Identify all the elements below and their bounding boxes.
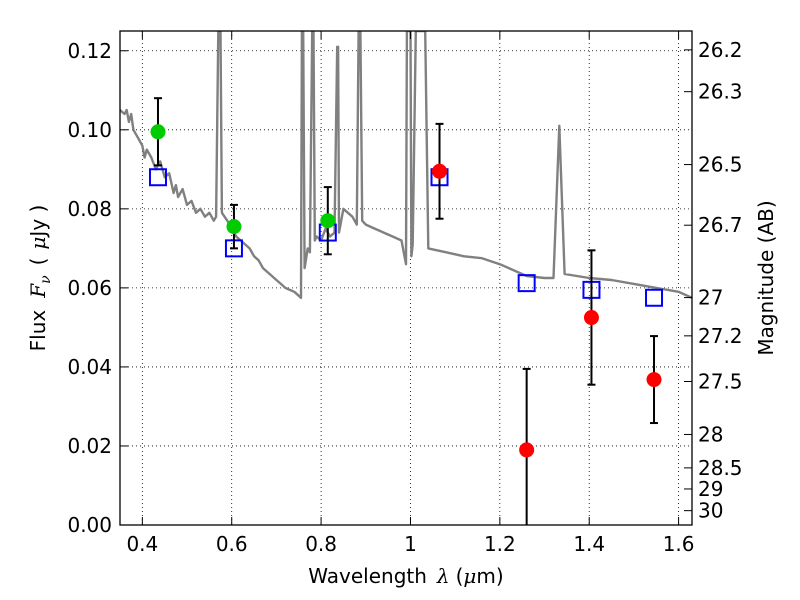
y-tick-label: 0.06 xyxy=(67,276,112,300)
right-tick-label: 27 xyxy=(698,286,723,310)
model-square xyxy=(148,168,167,187)
axis-ticks: 0.4 0.6 0.8 1 1.2 1.4 1.6 0.00 0.02 0.04 0.06 0.08 0… xyxy=(67,31,743,556)
right-tick-label: 27.2 xyxy=(698,324,743,348)
x-tick-label: 1.2 xyxy=(484,532,516,556)
y-axis-label-unit-mu: μ xyxy=(26,237,50,250)
x-axis-label: Wavelength λ (μm) xyxy=(308,564,503,588)
photometry-point xyxy=(150,124,166,140)
green-points-layer xyxy=(150,97,336,256)
right-tick-label: 26.7 xyxy=(698,213,743,237)
y-tick-label: 0.00 xyxy=(67,513,112,537)
x-tick-label: 0.6 xyxy=(216,532,248,556)
x-tick-label: 1.4 xyxy=(573,532,605,556)
y-axis-label-sub: ν xyxy=(38,275,54,284)
y-tick-label: 0.02 xyxy=(67,434,112,458)
right-tick-label: 28.5 xyxy=(698,456,743,480)
photometry-point xyxy=(583,310,599,326)
y-axis-label: Flux Fν ( μJy ) xyxy=(26,205,54,352)
spectrum-line xyxy=(120,31,692,299)
y-axis-label-symbol: F xyxy=(26,283,50,299)
right-tick-label: 26.2 xyxy=(698,38,743,62)
right-tick-label: 26.5 xyxy=(698,153,743,177)
right-axis-label: Magnitude (AB) xyxy=(754,200,778,355)
x-tick-label: 1.6 xyxy=(663,532,695,556)
photometry-point xyxy=(320,213,336,229)
x-axis-label-main: Wavelength xyxy=(308,564,427,588)
spectrum-layer xyxy=(120,31,692,299)
model-square xyxy=(517,274,536,293)
photometry-point xyxy=(432,163,448,179)
right-tick-label: 26.3 xyxy=(698,80,743,104)
right-tick-label: 30 xyxy=(698,499,723,523)
y-axis-label-unit-open: ( xyxy=(26,258,50,266)
y-tick-label: 0.04 xyxy=(67,355,112,379)
x-tick-label: 0.4 xyxy=(126,532,158,556)
y-tick-label: 0.08 xyxy=(67,197,112,221)
x-axis-label-unit-rest: m) xyxy=(476,564,503,588)
photometry-point xyxy=(226,219,242,235)
y-tick-label: 0.10 xyxy=(67,118,112,142)
x-axis-label-unit-mu: μ xyxy=(463,564,476,588)
y-tick-label: 0.12 xyxy=(67,39,112,63)
right-tick-label: 28 xyxy=(698,422,723,446)
x-tick-label: 0.8 xyxy=(305,532,337,556)
x-tick-label: 1 xyxy=(404,532,417,556)
plot-frame xyxy=(119,30,693,526)
photometry-point xyxy=(646,372,662,388)
y-axis-label-main: Flux xyxy=(26,310,50,352)
right-tick-label: 29 xyxy=(698,477,723,501)
x-axis-label-unit-open: ( xyxy=(456,564,464,588)
photometry-point xyxy=(519,442,535,458)
x-axis-label-symbol: λ xyxy=(436,564,450,588)
red-points-layer xyxy=(432,122,662,525)
model-square xyxy=(645,288,664,307)
y-axis-label-unit-rest: Jy ) xyxy=(26,205,50,239)
right-tick-label: 27.5 xyxy=(698,370,743,394)
